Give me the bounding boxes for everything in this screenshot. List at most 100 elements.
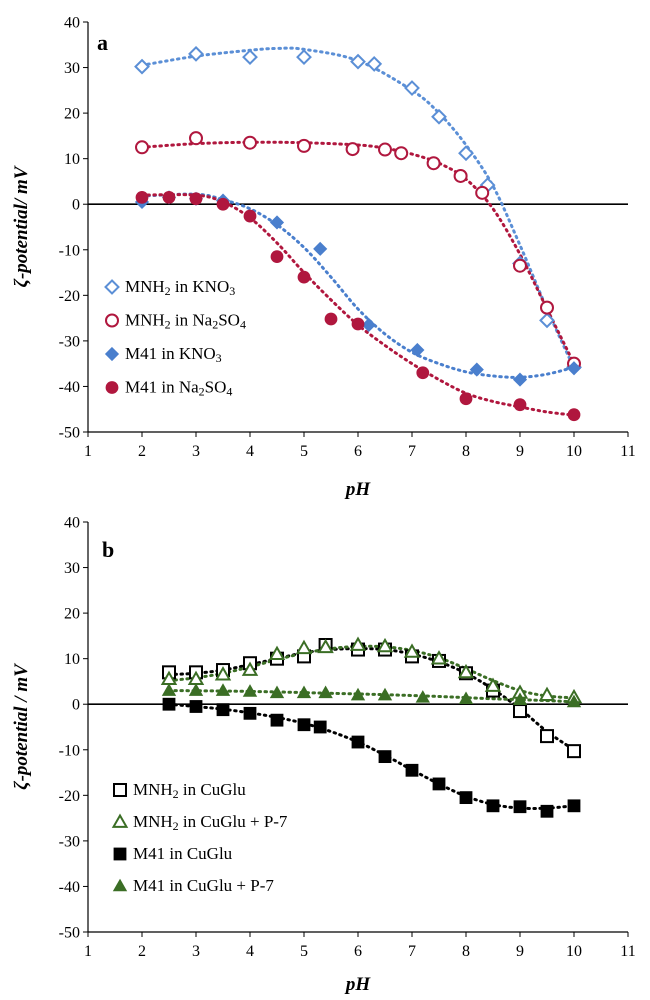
trend-line-3 [167,702,576,810]
series-4 [135,190,581,422]
data-point [243,135,257,150]
x-tick-label: 7 [408,443,416,460]
data-point [377,687,393,701]
y-tick-label: 20 [64,606,80,623]
y-tick-label: -20 [59,788,80,805]
data-point [512,692,528,705]
data-point [459,392,473,406]
data-point [313,241,328,256]
data-point [416,366,430,380]
legend-marker [113,783,127,797]
data-point [430,650,448,665]
series-3 [162,697,581,818]
data-point [317,638,334,654]
legend-marker [113,847,127,861]
data-point [459,791,473,805]
data-point [403,643,421,658]
y-tick-label: -20 [59,288,80,305]
data-point [351,735,365,749]
data-point [188,45,204,62]
legend-label: MNH2 in CuGlu [133,780,246,801]
data-point [457,663,475,679]
data-point [243,209,257,223]
data-point [458,691,474,705]
data-point [513,704,527,719]
legend-item: MNH2 in CuGlu [113,780,246,801]
series-2 [160,636,583,704]
x-tick-label: 9 [516,943,524,960]
legend-label: M41 in Na2SO4 [125,378,232,399]
legend-label: MNH2 in KNO3 [125,277,235,298]
data-point [540,804,554,818]
legend-label: M41 in CuGlu + P-7 [133,876,274,895]
data-point [270,250,284,264]
legend: MNH2 in KNO3 MNH2 in Na2SO4 M41 in KNO3 M41… [104,277,246,399]
x-tick-label: 1 [84,943,92,960]
x-tick-label: 10 [566,943,582,960]
legend-item: MNH2 in KNO3 [104,277,235,298]
y-tick-label: -30 [59,833,80,850]
legend-item: M41 in CuGlu + P-7 [112,876,274,895]
data-point [318,685,333,699]
panel-letter: b [102,537,114,562]
data-point [243,706,257,720]
data-point [270,713,284,727]
y-tick-label: -50 [59,425,80,442]
legend-marker [104,279,120,295]
data-point [540,300,554,315]
legend-item: MNH2 in CuGlu + P-7 [111,812,288,833]
trend-line-2 [140,140,576,366]
trend-line-2 [167,644,576,700]
data-point [512,372,528,387]
y-tick-label: 30 [64,60,80,77]
data-point [189,131,203,146]
legend-label: MNH2 in CuGlu + P-7 [133,812,288,833]
series-4 [161,683,582,708]
data-point [345,142,360,157]
trend-line-4 [140,193,576,417]
data-point [188,683,204,696]
data-point [484,677,502,692]
x-tick-label: 11 [620,943,635,960]
data-point [296,49,312,65]
data-point [539,312,555,329]
data-point [161,683,177,696]
y-tick-label: 0 [72,197,80,214]
legend-label: MNH2 in Na2SO4 [125,311,246,332]
data-point [366,55,383,72]
y-tick-label: -10 [59,742,80,759]
legend-item: MNH2 in Na2SO4 [105,311,246,332]
data-point [135,140,149,155]
legend: MNH2 in CuGlu MNH2 in CuGlu + P-7 M41 in C… [111,780,288,895]
legend-marker [111,813,129,828]
x-tick-label: 11 [620,443,635,460]
data-point [350,53,366,70]
data-point [566,694,582,708]
y-tick-label: 20 [64,106,80,123]
data-point [404,80,420,96]
x-tick-label: 5 [300,943,308,960]
data-point [134,58,150,75]
x-tick-label: 8 [462,943,470,960]
x-tick-label: 5 [300,443,308,460]
data-point [135,190,149,204]
x-tick-label: 4 [246,943,254,960]
x-tick-label: 2 [138,443,146,460]
y-tick-label: -30 [59,333,80,350]
data-point [566,361,582,376]
data-point [324,312,338,326]
data-point [453,168,468,183]
data-point [486,799,500,813]
data-point [469,362,484,377]
data-point [410,342,425,358]
data-point [376,637,394,653]
legend-item: M41 in KNO3 [104,344,222,365]
y-tick-label: 10 [64,651,80,668]
x-tick-label: 10 [566,443,582,460]
data-point [242,684,258,697]
data-point [426,156,441,171]
y-tick-label: 40 [64,15,80,32]
y-axis-label: ζ-potential / mV [11,663,32,790]
data-point [297,270,311,284]
